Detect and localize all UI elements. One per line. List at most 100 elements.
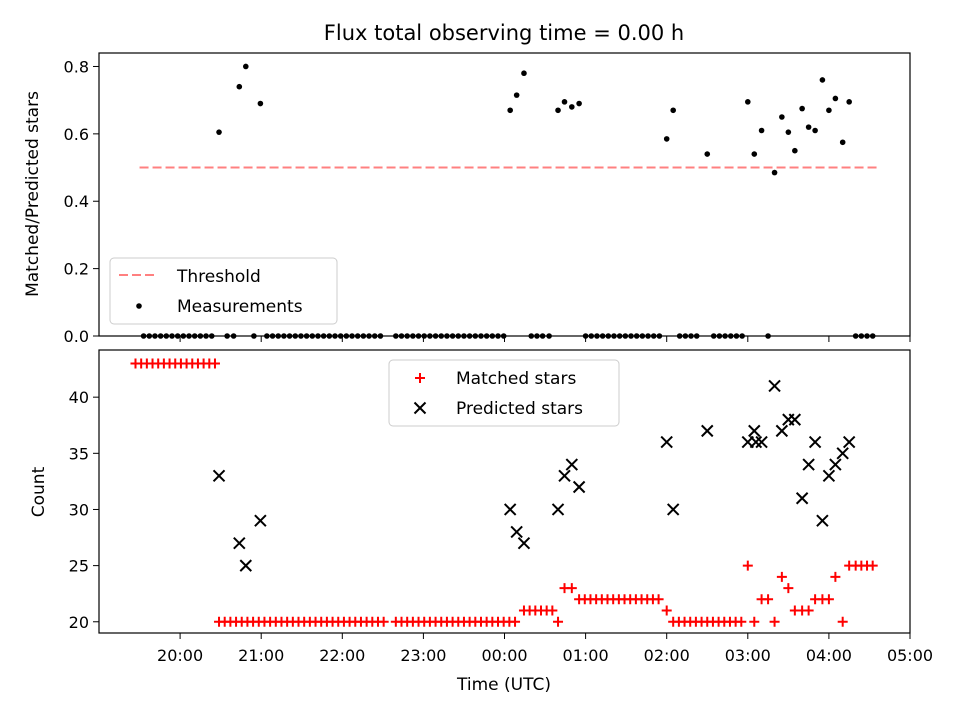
data-point-x [233,536,246,550]
x-tick-label: 21:00 [238,646,284,665]
data-point-plus [749,616,760,627]
bottom-legend: Matched stars Predicted stars [388,359,620,427]
data-point [704,151,711,157]
data-point-x [808,435,822,449]
y-tick-label: 40 [69,388,89,407]
y-tick-label: 0.6 [64,125,89,144]
data-point-plus [803,605,814,616]
bottom-y-axis-label: Count [29,466,49,517]
data-point-plus [547,605,558,616]
data-point-plus [763,594,774,605]
data-point [839,139,846,146]
data-point [745,99,751,105]
x-axis-label: Time (UTC) [456,675,551,695]
data-point-plus [769,616,780,627]
data-point [846,99,852,105]
data-point-x [816,514,829,527]
x-tick-label: 22:00 [319,646,365,665]
data-point-plus [823,594,834,605]
x-tick-label: 03:00 [725,646,771,665]
data-point [805,124,812,130]
data-point-x [802,458,815,471]
data-point [555,107,561,114]
y-tick-label: 0.8 [64,57,89,76]
data-point [819,77,826,83]
data-point-x [749,435,763,449]
data-point [216,129,222,135]
legend-threshold-label: Threshold [176,267,261,287]
data-point-plus [378,616,389,627]
data-point [242,63,249,70]
top-legend: Threshold Measurements [109,257,338,325]
legend-measurements-swatch [136,303,142,309]
data-point-plus [867,560,878,571]
data-point [785,129,792,135]
data-point [569,104,575,110]
data-point [771,169,778,176]
data-point-plus [736,616,747,627]
data-point-x [795,492,809,505]
data-point [257,100,264,107]
x-tick-label: 02:00 [644,646,690,665]
y-tick-label: 20 [69,613,89,632]
legend-box [109,257,338,325]
data-point-x [660,435,673,449]
data-point-x [666,503,680,516]
data-point [758,127,765,134]
top-panel: 0.0 0.2 0.4 0.6 0.8 [64,52,911,346]
legend-box [388,359,620,427]
data-point [507,107,513,114]
y-tick-label: 25 [69,557,89,576]
x-tick-label: 04:00 [806,646,852,665]
data-point-x [517,536,531,550]
data-point [792,147,798,154]
legend-predicted-swatch [413,401,427,415]
data-point-x [565,458,579,471]
plot-frame [98,52,911,337]
data-point-x [755,435,768,449]
data-point-x [768,379,781,393]
x-tick-label: 23:00 [400,646,446,665]
data-point-x [510,525,523,539]
data-point-plus [776,571,787,582]
data-point-x [836,447,849,460]
top-y-axis-label: Matched/Predicted stars [23,91,43,297]
x-tick-label: 00:00 [481,646,527,665]
data-point-x [701,424,714,438]
legend-matched-swatch [415,373,425,383]
y-tick-label: 0.4 [64,192,89,211]
x-tick-label: 20:00 [157,646,203,665]
data-point [799,105,805,112]
data-point [670,107,676,114]
data-point-x [572,480,586,494]
data-point-x [822,469,836,482]
data-point-x [788,413,802,426]
data-point-x [829,458,842,471]
data-point-plus [653,594,664,605]
data-point-plus [783,583,794,594]
data-point-plus [566,583,577,594]
legend-predicted-label: Predicted stars [456,399,583,419]
data-point-plus [837,616,848,627]
plot-frame [98,349,911,634]
series-predicted-stars [212,379,856,572]
data-point [832,95,839,102]
data-point-x [748,424,761,438]
data-point-plus [510,616,521,627]
y-tick-label: 0.2 [64,260,89,279]
data-point [779,114,785,120]
y-tick-label: 30 [69,500,89,519]
data-point [236,83,243,90]
chart-title: Flux total observing time = 0.00 h [324,21,684,45]
data-point-plus [742,560,753,571]
x-tick-label: 01:00 [563,646,609,665]
data-point-plus [209,358,220,369]
data-point-plus [553,616,564,627]
data-point-x [775,424,789,438]
data-point-x [239,559,252,572]
legend-measurements-label: Measurements [177,297,303,317]
data-point-x [558,469,571,482]
data-point [751,151,758,157]
legend-matched-label: Matched stars [456,369,576,389]
data-point-x [254,514,267,527]
